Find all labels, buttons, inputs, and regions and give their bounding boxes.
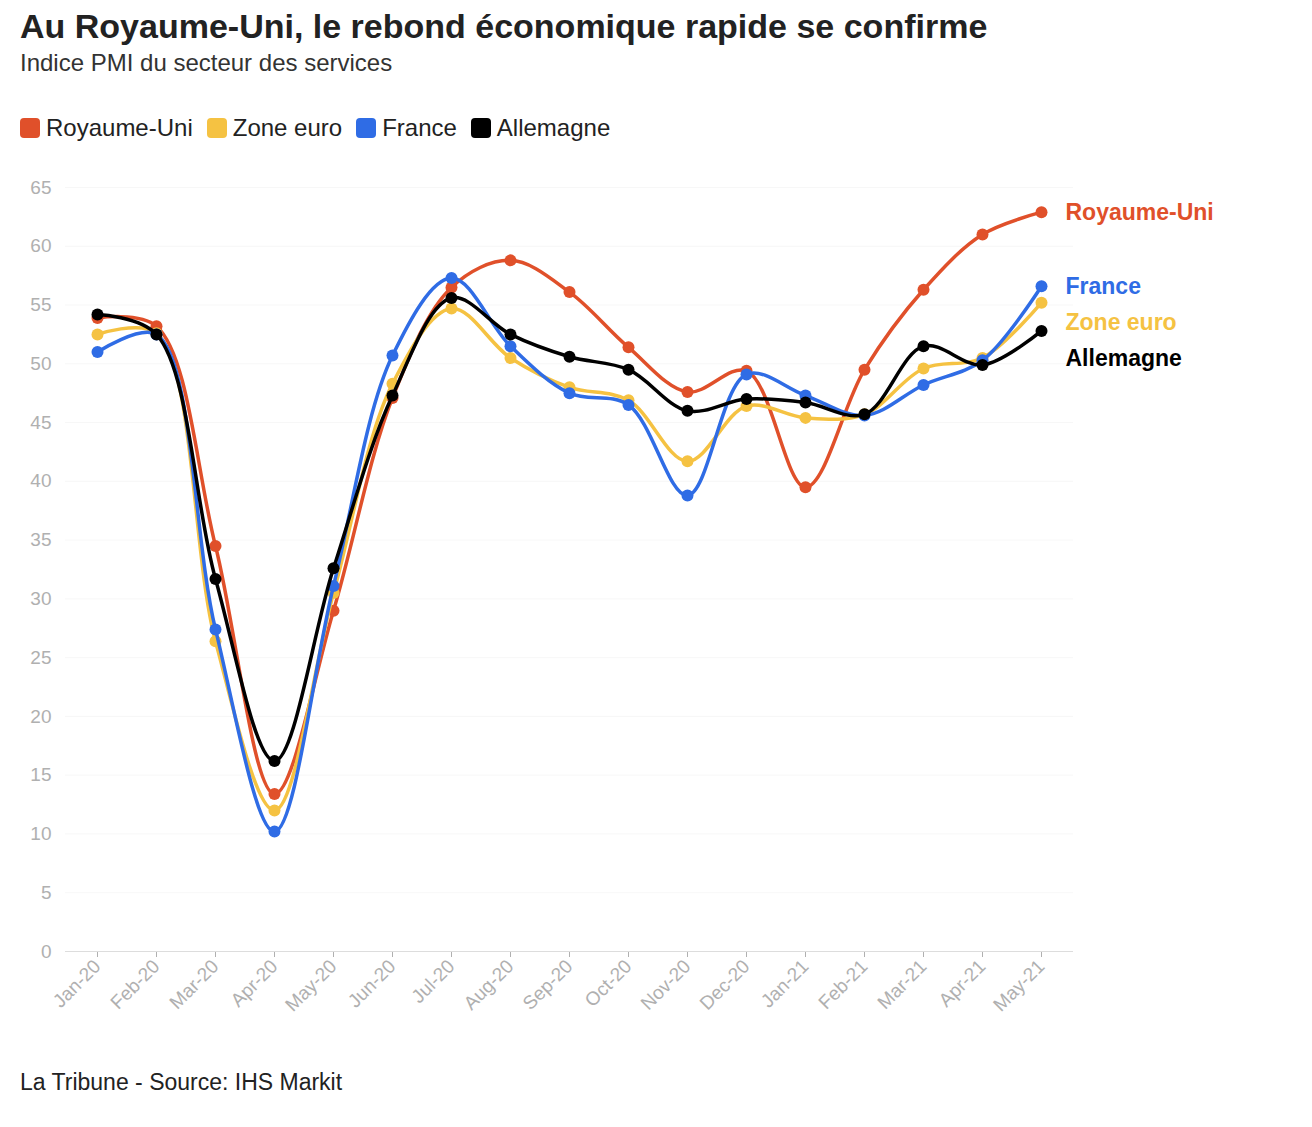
html-text:Allemagne: Allemagne: [496, 114, 611, 141]
svg-text:May-20: May-20: [281, 956, 341, 1016]
svg-text:20: 20: [30, 706, 51, 727]
svg-text:0: 0: [41, 941, 52, 962]
svg-text:Jun-20: Jun-20: [344, 956, 400, 1012]
svg-text:15: 15: [30, 764, 51, 785]
svg-text:Apr-20: Apr-20: [226, 956, 281, 1011]
html-text:Zone euro: Zone euro: [232, 114, 343, 141]
svg-text:65: 65: [30, 177, 51, 198]
svg-text:55: 55: [30, 294, 51, 315]
svg-text:45: 45: [30, 412, 51, 433]
html-text:France: France: [382, 114, 457, 141]
html-text:La Tribune - Source: IHS Marki: La Tribune - Source: IHS Markit: [20, 1069, 343, 1095]
svg-text:May-21: May-21: [989, 956, 1049, 1016]
svg-text:50: 50: [30, 353, 51, 374]
svg-text:Apr-21: Apr-21: [934, 956, 989, 1011]
svg-text:Feb-21: Feb-21: [814, 956, 871, 1013]
svg-text:40: 40: [30, 470, 51, 491]
svg-text:Dec-20: Dec-20: [695, 956, 753, 1014]
html-text:Royaume-Uni: Royaume-Uni: [46, 114, 193, 141]
svg-text:Nov-20: Nov-20: [636, 956, 694, 1014]
svg-text:Feb-20: Feb-20: [106, 956, 163, 1013]
svg-text:5: 5: [41, 882, 52, 903]
svg-text:10: 10: [30, 823, 51, 844]
svg-text:35: 35: [30, 529, 51, 550]
svg-text:Sep-20: Sep-20: [518, 956, 576, 1014]
html-text:Indice PMI du secteur des serv: Indice PMI du secteur des services: [20, 49, 393, 76]
svg-text:Jan-21: Jan-21: [757, 956, 813, 1012]
svg-text:Jan-20: Jan-20: [49, 956, 105, 1012]
svg-text:Jul-20: Jul-20: [407, 956, 458, 1007]
svg-text:30: 30: [30, 588, 51, 609]
svg-text:Mar-21: Mar-21: [873, 956, 930, 1013]
svg-text:Oct-20: Oct-20: [580, 956, 635, 1011]
svg-text:25: 25: [30, 647, 51, 668]
svg-text:Aug-20: Aug-20: [459, 956, 517, 1014]
svg-text:60: 60: [30, 235, 51, 256]
svg-text:Zone euro: Zone euro: [1066, 309, 1177, 335]
svg-text:Allemagne: Allemagne: [1066, 345, 1182, 371]
svg-text:France: France: [1066, 273, 1141, 299]
svg-text:Royaume-Uni: Royaume-Uni: [1066, 199, 1214, 225]
svg-text:Mar-20: Mar-20: [165, 956, 222, 1013]
html-text:Au Royaume-Uni, le rebond écon: Au Royaume-Uni, le rebond économique rap…: [20, 7, 988, 45]
